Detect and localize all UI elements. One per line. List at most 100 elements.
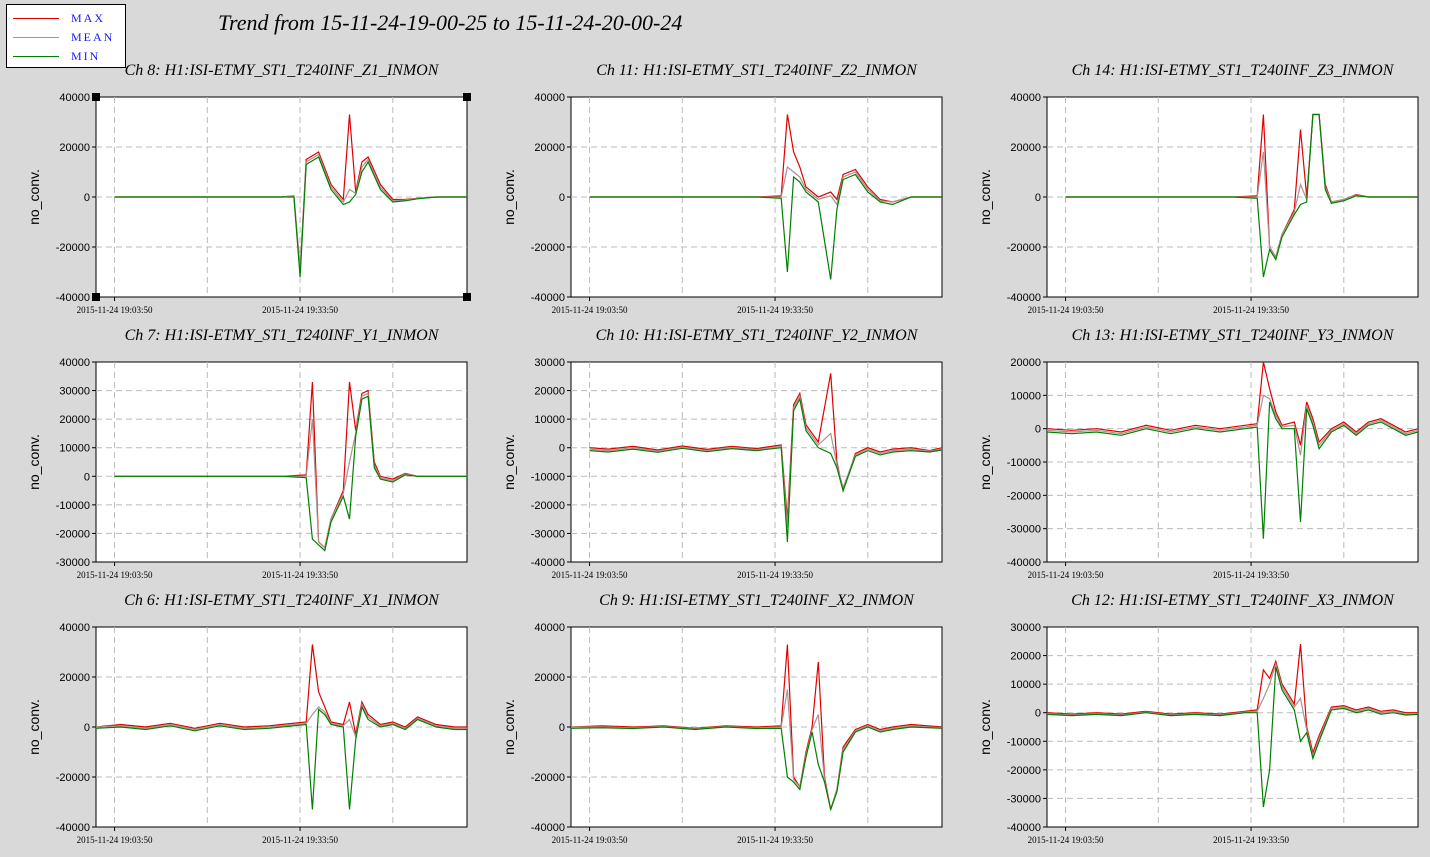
y-tick-label: -20000 <box>56 242 90 254</box>
y-tick-label: -20000 <box>531 242 565 254</box>
x-tick-label: 2015-11-24 19:03:50 <box>1028 835 1104 845</box>
y-tick-label: -30000 <box>1007 793 1041 805</box>
y-tick-label: 10000 <box>1010 390 1041 402</box>
chart-panel-6[interactable]: Ch 13: H1:ISI-ETMY_ST1_T240INF_Y3_INMON 2… <box>977 327 1419 580</box>
y-tick-label: 40000 <box>59 622 90 634</box>
y-axis-label: no_conv. <box>977 434 993 490</box>
y-axis-label: no_conv. <box>26 169 42 225</box>
y-tick-label: -20000 <box>56 528 90 540</box>
y-tick-label: 20000 <box>534 386 565 398</box>
series-line-min <box>570 726 943 812</box>
series-line-min <box>1046 401 1419 539</box>
y-tick-label: -40000 <box>531 292 565 304</box>
y-axis-label: no_conv. <box>977 169 993 225</box>
x-tick-label: 2015-11-24 19:33:50 <box>1213 305 1289 315</box>
legend-label-min: MIN <box>71 49 101 63</box>
y-tick-label: -20000 <box>531 500 565 512</box>
chart-title: Ch 8: H1:ISI-ETMY_ST1_T240INF_Z1_INMON <box>125 62 440 79</box>
y-tick-label: 20000 <box>1010 142 1041 154</box>
x-tick-label: 2015-11-24 19:03:50 <box>552 570 628 580</box>
x-tick-label: 2015-11-24 19:33:50 <box>737 835 813 845</box>
chart-panel-7[interactable]: Ch 6: H1:ISI-ETMY_ST1_T240INF_X1_INMON 40… <box>26 592 468 845</box>
series-line-min <box>114 395 467 552</box>
chart-title: Ch 14: H1:ISI-ETMY_ST1_T240INF_Z3_INMON <box>1072 62 1395 79</box>
y-tick-label: 40000 <box>534 622 565 634</box>
chart-panel-4[interactable]: Ch 7: H1:ISI-ETMY_ST1_T240INF_Y1_INMON 40… <box>26 327 468 580</box>
series-line-mean <box>95 702 467 740</box>
x-tick-label: 2015-11-24 19:33:50 <box>1213 570 1289 580</box>
chart-panel-5[interactable]: Ch 10: H1:ISI-ETMY_ST1_T240INF_Y2_INMON 3… <box>501 327 943 580</box>
y-tick-label: 20000 <box>534 142 565 154</box>
legend-swatch-mean <box>13 37 59 38</box>
y-tick-label: 40000 <box>59 92 90 104</box>
y-tick-label: -10000 <box>1007 736 1041 748</box>
y-axis-label: no_conv. <box>501 434 517 490</box>
y-tick-label: 0 <box>559 443 565 455</box>
y-axis-label: no_conv. <box>501 699 517 755</box>
x-tick-label: 2015-11-24 19:33:50 <box>262 835 338 845</box>
plot-area[interactable] <box>570 361 943 563</box>
x-tick-label: 2015-11-24 19:03:50 <box>552 835 628 845</box>
selection-handle[interactable] <box>92 293 100 301</box>
series-line-mean <box>1046 394 1419 456</box>
y-tick-label: -30000 <box>56 557 90 569</box>
legend-label-max: MAX <box>71 11 106 25</box>
series-line-max <box>95 644 467 735</box>
y-tick-label: 30000 <box>534 357 565 369</box>
y-tick-label: 0 <box>1035 192 1041 204</box>
y-tick-label: 20000 <box>1010 651 1041 663</box>
y-tick-label: 10000 <box>534 414 565 426</box>
y-tick-label: -40000 <box>531 557 565 569</box>
legend-swatch-min <box>13 56 59 57</box>
chart-title: Ch 10: H1:ISI-ETMY_ST1_T240INF_Y2_INMON <box>596 327 919 344</box>
x-tick-label: 2015-11-24 19:03:50 <box>77 835 153 845</box>
legend: MAX MEAN MIN <box>6 4 126 68</box>
y-tick-label: 0 <box>559 192 565 204</box>
legend-swatch-max <box>13 18 59 19</box>
legend-label-mean: MEAN <box>71 30 115 44</box>
y-tick-label: -30000 <box>531 528 565 540</box>
y-tick-label: 0 <box>559 722 565 734</box>
y-tick-label: 0 <box>84 722 90 734</box>
series-line-min <box>589 173 942 280</box>
y-tick-label: 10000 <box>59 443 90 455</box>
chart-title: Ch 9: H1:ISI-ETMY_ST1_T240INF_X2_INMON <box>599 592 915 609</box>
legend-item-max: MAX <box>7 9 127 27</box>
y-tick-label: 40000 <box>1010 92 1041 104</box>
y-tick-label: -40000 <box>531 822 565 834</box>
y-tick-label: 0 <box>1035 424 1041 436</box>
series-line-max <box>1046 644 1418 755</box>
y-tick-label: 20000 <box>1010 357 1041 369</box>
x-tick-label: 2015-11-24 19:33:50 <box>737 570 813 580</box>
page-title: Trend from 15-11-24-19-00-25 to 15-11-24… <box>218 10 683 35</box>
y-tick-label: 40000 <box>59 357 90 369</box>
y-axis-label: no_conv. <box>977 699 993 755</box>
x-tick-label: 2015-11-24 19:33:50 <box>737 305 813 315</box>
y-tick-label: 10000 <box>1010 679 1041 691</box>
plot-area[interactable] <box>1046 626 1419 828</box>
x-tick-label: 2015-11-24 19:33:50 <box>262 305 338 315</box>
chart-panel-9[interactable]: Ch 12: H1:ISI-ETMY_ST1_T240INF_X3_INMON 3… <box>977 592 1419 845</box>
y-tick-label: -40000 <box>1007 292 1041 304</box>
plot-area[interactable] <box>95 361 468 563</box>
y-tick-label: -20000 <box>1007 490 1041 502</box>
y-axis-label: no_conv. <box>26 434 42 490</box>
selection-handle[interactable] <box>92 93 100 101</box>
series-line-min <box>114 156 467 278</box>
y-tick-label: -20000 <box>1007 242 1041 254</box>
selection-handle[interactable] <box>463 93 471 101</box>
chart-panel-3[interactable]: Ch 14: H1:ISI-ETMY_ST1_T240INF_Z3_INMON 4… <box>977 62 1419 315</box>
x-tick-label: 2015-11-24 19:03:50 <box>77 570 153 580</box>
legend-item-min: MIN <box>7 47 127 65</box>
y-tick-label: 0 <box>84 471 90 483</box>
chart-title: Ch 11: H1:ISI-ETMY_ST1_T240INF_Z2_INMON <box>596 62 918 79</box>
x-tick-label: 2015-11-24 19:03:50 <box>552 305 628 315</box>
y-tick-label: 20000 <box>59 142 90 154</box>
selection-handle[interactable] <box>463 293 471 301</box>
series-line-min <box>95 705 467 810</box>
chart-panel-2[interactable]: Ch 11: H1:ISI-ETMY_ST1_T240INF_Z2_INMON 4… <box>501 62 943 315</box>
chart-panel-1[interactable]: Ch 8: H1:ISI-ETMY_ST1_T240INF_Z1_INMON 40… <box>26 62 471 315</box>
legend-item-mean: MEAN <box>7 28 127 46</box>
chart-panel-8[interactable]: Ch 9: H1:ISI-ETMY_ST1_T240INF_X2_INMON 40… <box>501 592 943 845</box>
